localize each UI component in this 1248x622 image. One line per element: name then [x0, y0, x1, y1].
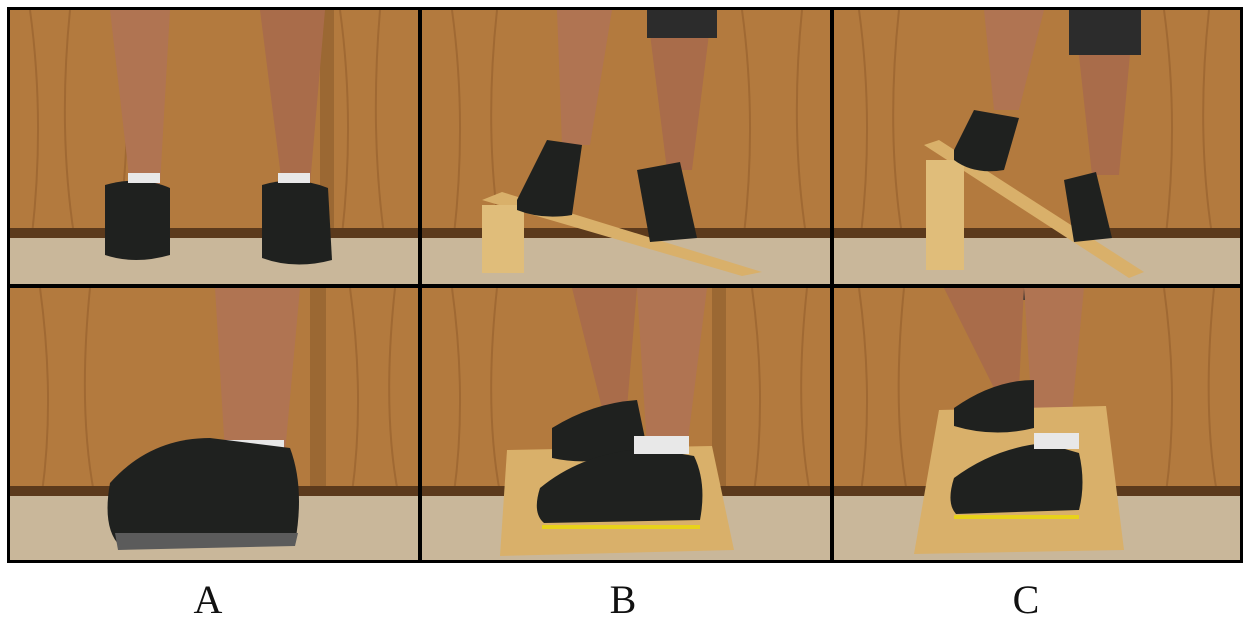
panel-a-side	[10, 288, 418, 560]
panel-c-front	[834, 10, 1240, 284]
figure-grid	[7, 7, 1243, 563]
column-label-a: A	[193, 577, 223, 622]
panel-b-side	[422, 288, 830, 560]
column-label-b: B	[609, 577, 637, 622]
panel-b-front	[422, 10, 830, 284]
panel-a-front	[10, 10, 418, 284]
column-label-c: C	[1012, 577, 1040, 622]
panel-c-side	[834, 288, 1240, 560]
